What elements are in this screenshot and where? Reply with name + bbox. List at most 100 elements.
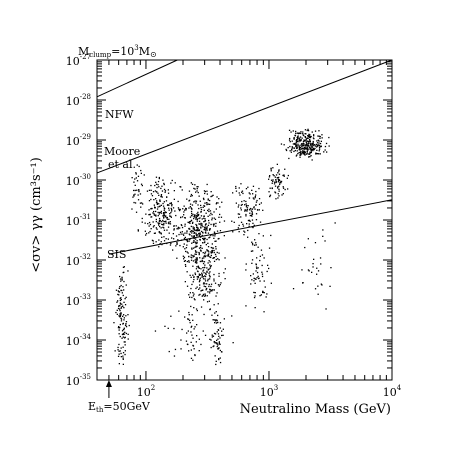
- data-point: [202, 267, 204, 269]
- data-point: [275, 181, 277, 184]
- y-tick-label: 10-31: [66, 213, 91, 228]
- data-point: [155, 201, 158, 204]
- data-point: [240, 207, 242, 209]
- data-point: [299, 152, 302, 154]
- data-point: [318, 145, 320, 147]
- data-point: [247, 236, 249, 238]
- data-point: [183, 234, 185, 236]
- data-point: [192, 230, 194, 232]
- data-point: [196, 226, 198, 228]
- data-point: [180, 233, 182, 235]
- data-point: [213, 345, 215, 347]
- data-point: [320, 263, 322, 265]
- data-point: [216, 343, 218, 345]
- data-point: [182, 255, 184, 257]
- data-point: [183, 256, 186, 258]
- data-point: [204, 275, 207, 278]
- data-point: [120, 356, 122, 358]
- data-point: [200, 290, 202, 292]
- data-point: [261, 264, 263, 267]
- data-point: [198, 195, 200, 197]
- data-point: [162, 219, 164, 222]
- data-point: [279, 182, 281, 184]
- data-point: [211, 289, 213, 291]
- data-point: [183, 237, 186, 240]
- data-point: [313, 134, 315, 136]
- data-point: [141, 221, 143, 223]
- data-point: [195, 308, 198, 310]
- data-point: [188, 350, 190, 352]
- data-point: [211, 251, 213, 253]
- data-point: [304, 246, 306, 249]
- data-point: [213, 217, 215, 219]
- data-point: [207, 246, 210, 248]
- data-point: [206, 271, 208, 273]
- data-point: [272, 180, 274, 183]
- data-point: [173, 228, 175, 230]
- data-point: [288, 129, 291, 131]
- data-point: [190, 220, 192, 222]
- data-point: [191, 235, 193, 237]
- data-point: [197, 204, 199, 206]
- data-point: [255, 278, 257, 280]
- data-point: [160, 233, 162, 235]
- data-point: [254, 197, 256, 199]
- data-point: [191, 212, 193, 215]
- data-point: [176, 243, 178, 245]
- data-point: [219, 221, 221, 223]
- data-point: [310, 155, 312, 157]
- data-point: [215, 360, 217, 362]
- data-point: [257, 275, 259, 277]
- data-point: [162, 179, 164, 181]
- data-point: [194, 250, 197, 252]
- data-point: [169, 213, 171, 215]
- data-point: [334, 222, 336, 224]
- data-point: [186, 239, 189, 241]
- data-point: [306, 137, 308, 139]
- data-point: [178, 208, 180, 210]
- data-point: [204, 224, 207, 226]
- data-point: [205, 212, 207, 214]
- data-point: [140, 169, 142, 172]
- data-point: [194, 200, 196, 202]
- data-point: [314, 130, 317, 132]
- data-point: [211, 250, 213, 252]
- data-point: [117, 346, 119, 349]
- data-point: [168, 350, 170, 353]
- data-point: [307, 149, 309, 151]
- data-point: [120, 312, 122, 314]
- data-point: [188, 200, 190, 202]
- data-point: [197, 211, 199, 213]
- data-point: [214, 312, 216, 314]
- data-point: [214, 355, 216, 357]
- data-point: [253, 296, 256, 299]
- data-point: [160, 232, 162, 234]
- data-point: [200, 227, 202, 229]
- data-point: [283, 175, 285, 177]
- data-point: [299, 146, 301, 148]
- data-point: [138, 189, 140, 191]
- data-point: [195, 257, 197, 259]
- data-point: [293, 137, 295, 139]
- data-point: [202, 226, 204, 228]
- data-point: [148, 214, 150, 216]
- data-point: [212, 319, 214, 321]
- data-point: [191, 230, 193, 232]
- data-point: [119, 335, 121, 338]
- data-point: [303, 150, 306, 152]
- data-point: [120, 317, 122, 319]
- data-point: [317, 153, 319, 155]
- data-point: [200, 260, 202, 263]
- data-point: [317, 270, 320, 272]
- data-point: [298, 146, 300, 148]
- data-point: [260, 294, 262, 296]
- data-point: [208, 210, 210, 213]
- data-point: [175, 225, 177, 227]
- data-point: [251, 259, 254, 261]
- data-point: [278, 173, 281, 175]
- data-point: [208, 268, 210, 270]
- data-point: [252, 197, 254, 199]
- data-point: [223, 318, 225, 320]
- data-point: [141, 184, 143, 187]
- data-point: [141, 217, 143, 220]
